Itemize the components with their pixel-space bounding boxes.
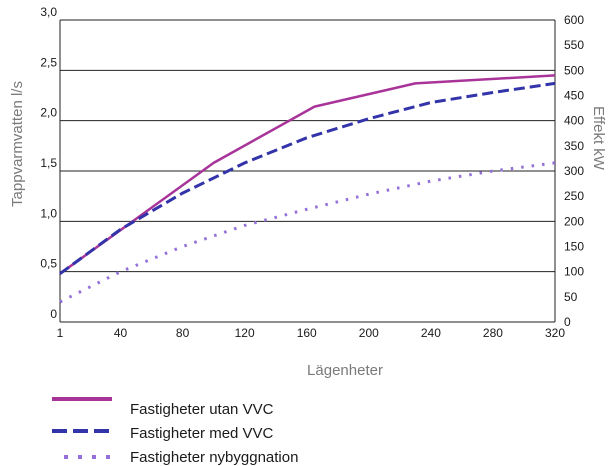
y-tick-label: 3,0 [40,5,57,19]
y2-tick-label: 0 [564,315,571,329]
series-lines [59,74,556,304]
legend-label-nybyggnation: Fastigheter nybyggnation [130,449,298,466]
x-tick-label: 200 [359,326,379,340]
y2-tick-label: 50 [564,290,578,304]
legend: Fastigheter utan VVC Fastigheter med VVC… [52,397,298,466]
y-tick-label: 2,0 [40,106,57,120]
y2-tick-label: 100 [564,265,584,279]
x-tick-label: 320 [545,326,565,340]
legend-label-med-vvc: Fastigheter med VVC [130,425,274,442]
y2-tick-label: 450 [564,89,584,103]
x-tick-label: 80 [176,326,190,340]
y2-tick-label: 350 [564,139,584,153]
y2-tick-label: 400 [564,114,584,128]
x-tick-label: 160 [297,326,317,340]
x-tick-label: 280 [483,326,503,340]
y-tick-label: 1,0 [40,206,57,220]
y2-axis-title: Effekt kW [590,106,607,171]
series-line-utan-vvc [59,74,556,275]
x-tick-label: 240 [421,326,441,340]
x-tick-label: 1 [57,326,64,340]
series-line-med-vvc [59,81,556,275]
legend-label-utan-vvc: Fastigheter utan VVC [130,401,274,418]
y2-tick-label: 600 [564,13,584,27]
y-tick-label: 0 [50,307,57,321]
y2-tick-label: 550 [564,38,584,52]
y2-tick-label: 250 [564,189,584,203]
y2-tick-label: 200 [564,214,584,228]
axes [59,20,556,323]
series-line-nybyggnation [59,161,556,304]
x-axis-title: Lägenheter [307,362,383,379]
y-tick-label: 2,5 [40,55,57,69]
gridlines [60,19,555,273]
y2-tick-label: 500 [564,63,584,77]
y-axis-title: Tappvarmvatten l/s [9,81,26,207]
y2-tick-label: 300 [564,164,584,178]
y-tick-label: 1,5 [40,156,57,170]
x-tick-label: 120 [235,326,255,340]
y2-tick-label: 150 [564,240,584,254]
y-tick-label: 0,5 [40,257,57,271]
x-tick-label: 40 [114,326,128,340]
tick-labels: 0 0,5 1,0 1,5 2,0 2,5 3,0 0 50 100 150 200 250 300 350… [40,5,584,340]
